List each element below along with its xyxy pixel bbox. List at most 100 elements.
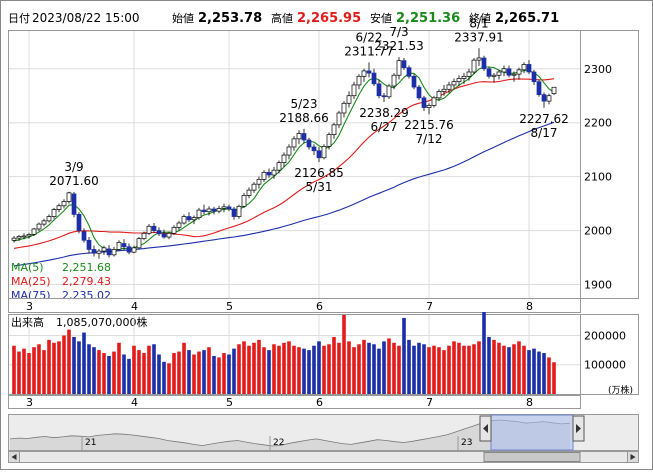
- month-label: 8: [526, 300, 533, 313]
- volume-bar: [97, 350, 101, 394]
- volume-bar: [37, 344, 41, 394]
- volume-bar: [207, 347, 211, 394]
- navigator-selection[interactable]: [490, 414, 574, 451]
- volume-bar: [432, 345, 436, 394]
- annotation-low: 2238.296/27: [359, 106, 409, 134]
- candlestick: [26, 232, 32, 239]
- annotation-value: 2126.85: [294, 166, 344, 180]
- volume-bar: [447, 345, 451, 394]
- volume-bar: [277, 345, 281, 394]
- volume-axis-ticks: 100000 200000: [584, 329, 626, 371]
- candlestick: [101, 245, 107, 255]
- annotation-date: 3/9: [64, 160, 83, 174]
- volume-bar: [22, 348, 26, 394]
- annotation-low: 2126.855/31: [294, 166, 344, 194]
- candlestick: [116, 240, 122, 252]
- candlestick: [126, 243, 132, 255]
- candlestick: [111, 246, 117, 257]
- candlestick: [81, 228, 87, 243]
- candlestick: [291, 136, 297, 151]
- candlestick: [66, 191, 72, 204]
- candlestick: [301, 128, 307, 144]
- volume-bar: [502, 345, 506, 394]
- candlestick: [311, 144, 317, 156]
- volume-bar: [357, 344, 361, 394]
- candlestick: [16, 234, 22, 241]
- volume-bar: [272, 344, 276, 394]
- volume-bar: [132, 345, 136, 394]
- candlestick: [336, 110, 342, 129]
- candlestick: [171, 225, 177, 235]
- annotation-date: 7/12: [416, 132, 443, 146]
- candlestick: [191, 215, 197, 225]
- annotation-value: 2238.29: [359, 106, 409, 120]
- candlestick: [491, 73, 497, 83]
- annotation-date: 5/31: [306, 180, 333, 194]
- navigator-left-handle[interactable]: [479, 415, 492, 442]
- annotation-value: 2227.62: [519, 112, 569, 126]
- volume-bar: [32, 347, 36, 394]
- price-tick-label: 2100: [584, 171, 612, 184]
- candlestick: [316, 146, 322, 163]
- candlestick: [346, 91, 352, 108]
- candlestick: [176, 220, 182, 231]
- candlestick: [201, 204, 207, 215]
- volume-title: 出来高: [11, 315, 44, 329]
- navigator-right-handle[interactable]: [572, 415, 585, 442]
- scrollbar-thumb[interactable]: [483, 452, 581, 462]
- volume-bar: [237, 344, 241, 394]
- volume-bar: [327, 344, 331, 394]
- scroll-left-button[interactable]: [8, 451, 20, 463]
- volume-bar: [382, 341, 386, 394]
- date-label: 日付: [8, 12, 30, 25]
- candlestick: [21, 233, 27, 240]
- volume-bar: [332, 336, 336, 394]
- volume-bar: [197, 351, 201, 394]
- volume-bar: [467, 345, 471, 394]
- candlestick: [511, 71, 517, 82]
- volume-bar: [552, 362, 556, 394]
- volume-bar: [362, 339, 366, 394]
- volume-bar: [262, 347, 266, 394]
- candlesticks: [11, 48, 557, 259]
- volume-bar: [347, 341, 351, 394]
- low-label: 安値: [370, 11, 392, 25]
- volume-bar: [322, 345, 326, 394]
- candlestick: [211, 206, 217, 215]
- high-value: 2,265.95: [297, 11, 361, 26]
- scroll-right-button[interactable]: [627, 451, 639, 463]
- candlestick: [406, 65, 412, 79]
- volume-date-axis: [8, 395, 581, 409]
- candlestick: [121, 239, 127, 250]
- navigator-year-label: 22: [273, 438, 284, 448]
- annotation-value: 2215.76: [404, 118, 454, 132]
- annotation-value: 2337.91: [454, 30, 504, 44]
- month-label: 7: [426, 396, 433, 409]
- volume-bar: [542, 353, 546, 394]
- volume-bar: [92, 347, 96, 394]
- candlestick: [441, 84, 447, 96]
- month-label: 7: [426, 300, 433, 313]
- volume-bar: [122, 354, 126, 394]
- navigator-area: [10, 420, 570, 450]
- volume-bar: [422, 344, 426, 394]
- low-value: 2,251.36: [396, 11, 460, 26]
- candlestick: [501, 65, 507, 77]
- volume-bar: [487, 336, 491, 394]
- volume-bar: [412, 345, 416, 394]
- candlestick: [546, 93, 552, 105]
- volume-bar: [182, 342, 186, 394]
- open-label: 始値: [172, 11, 194, 25]
- volume-bar: [512, 344, 516, 394]
- volume-bar: [127, 358, 131, 394]
- candlestick: [461, 73, 467, 84]
- navigator-overview: [9, 419, 571, 450]
- candlestick: [181, 214, 187, 225]
- volume-bar: [192, 354, 196, 394]
- volume-tick-label: 100000: [584, 359, 626, 372]
- candlestick: [261, 170, 267, 183]
- volume-bar: [77, 341, 81, 394]
